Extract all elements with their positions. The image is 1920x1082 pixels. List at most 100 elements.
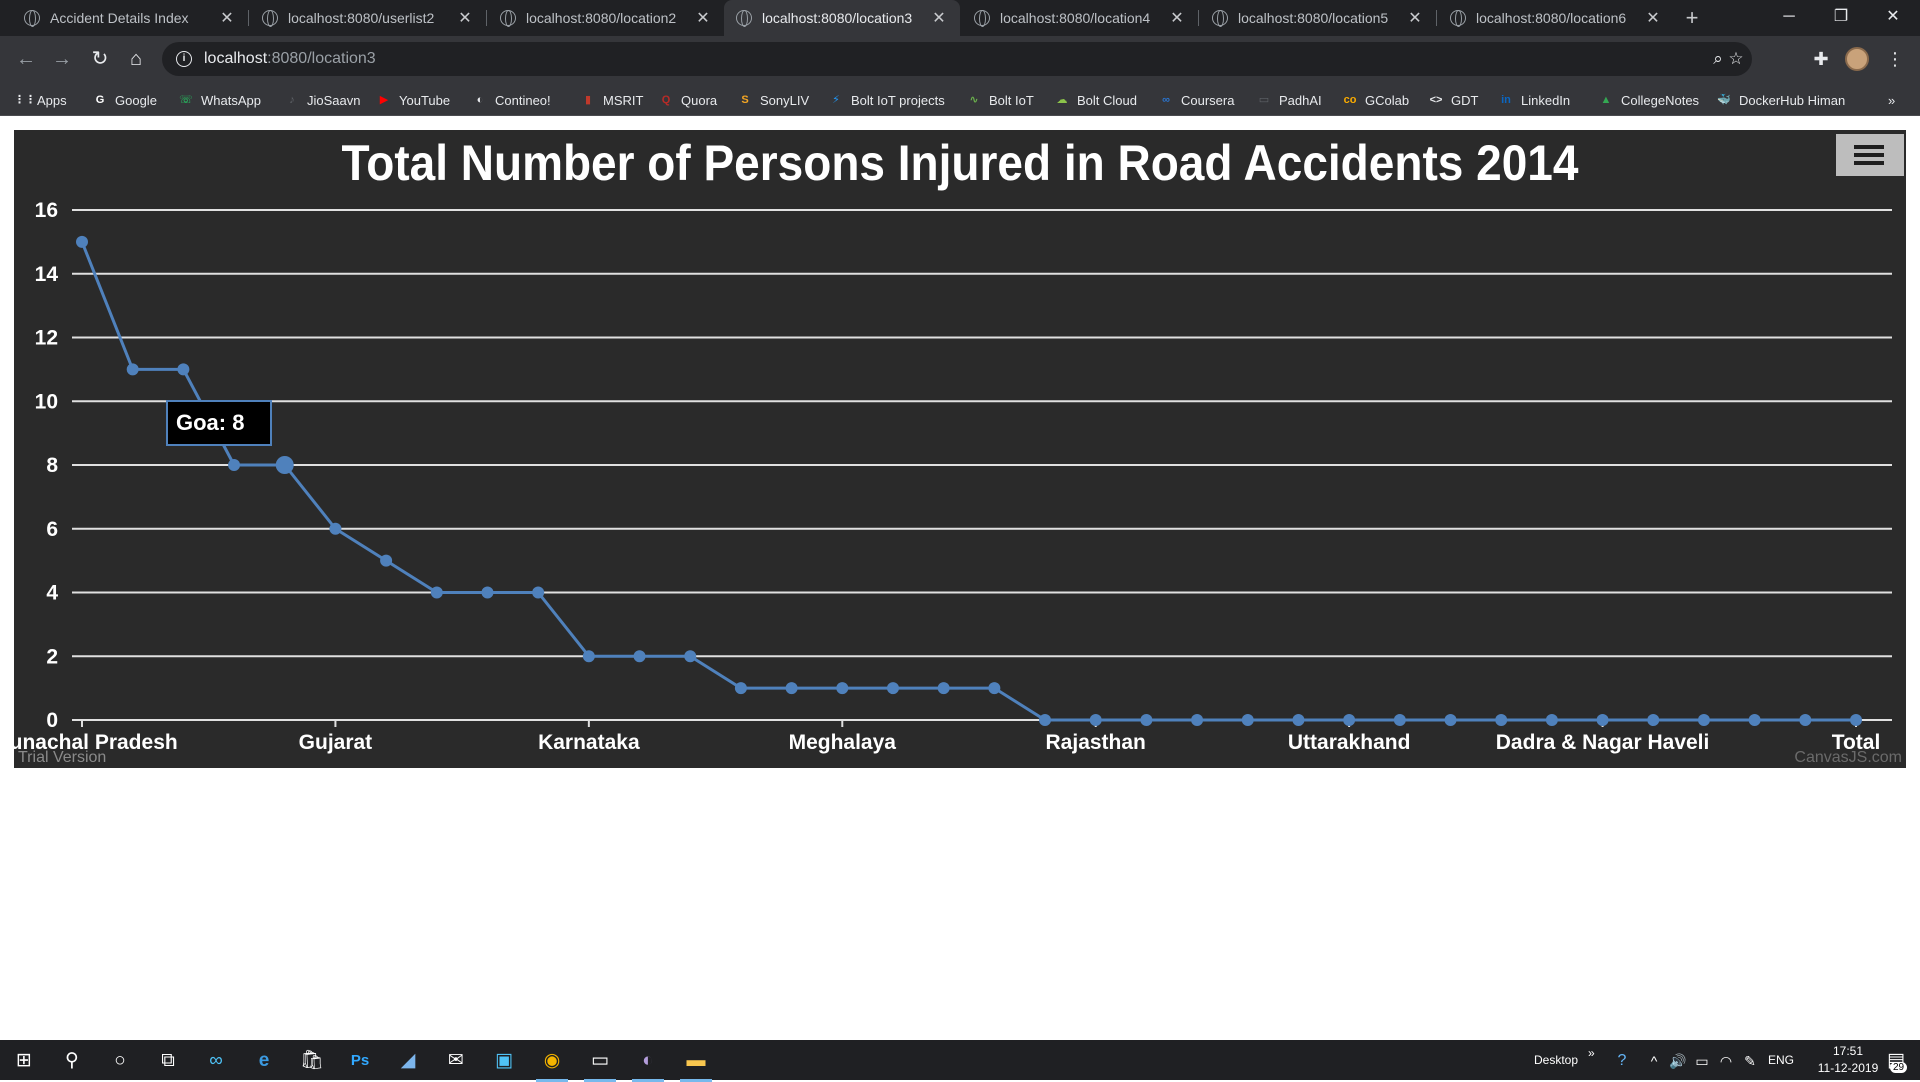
close-window-button[interactable]: ✕ xyxy=(1886,8,1900,25)
more-menu-icon[interactable]: ⋮ xyxy=(1886,49,1904,69)
file-explorer-icon[interactable]: ▬ xyxy=(678,1046,714,1082)
bookmark-gdt[interactable]: <> GDT xyxy=(1428,90,1479,110)
bookmark-label: Bolt IoT xyxy=(989,92,1034,108)
msrit-icon: ▮ xyxy=(584,94,592,106)
volume-icon[interactable]: 🔊 xyxy=(1669,1053,1687,1069)
language-indicator[interactable]: ENG xyxy=(1768,1053,1795,1067)
bookmark-google[interactable]: G Google xyxy=(92,90,157,110)
mail-icon[interactable]: ✉ xyxy=(448,1050,464,1071)
reload-button[interactable]: ↻ xyxy=(91,48,109,70)
bookmark-label: DockerHub Himan xyxy=(1739,92,1846,108)
y-tick-label: 6 xyxy=(46,518,58,541)
bookmark-sonyliv[interactable]: S SonyLIV xyxy=(737,90,809,110)
terminal-icon[interactable]: ▭ xyxy=(582,1046,618,1082)
bookmark-label: Google xyxy=(115,92,157,108)
help-icon[interactable]: ? xyxy=(1617,1052,1627,1069)
tab-location4[interactable]: localhost:8080/location4 ✕ xyxy=(962,0,1198,36)
bookmark-bolt-cloud[interactable]: ☁ Bolt Cloud xyxy=(1054,90,1137,110)
bookmark-bolt-iot[interactable]: ∿ Bolt IoT xyxy=(966,90,1034,110)
chrome-icon[interactable]: ◉ xyxy=(534,1046,570,1082)
bookmarks-overflow-button[interactable]: » xyxy=(1888,92,1896,108)
bookmark-coursera[interactable]: ∞ Coursera xyxy=(1158,90,1234,110)
bookmark-label: CollegeNotes xyxy=(1621,92,1700,108)
clock-date[interactable]: 11-12-2019 xyxy=(1817,1061,1879,1075)
y-tick-label: 14 xyxy=(35,263,59,286)
close-icon[interactable]: ✕ xyxy=(458,10,472,27)
url-path: :8080/location3 xyxy=(267,50,376,67)
bookmark-quora[interactable]: Q Quora xyxy=(658,90,717,110)
bookmark-bolt-iot-projects[interactable]: ⚡ Bolt IoT projects xyxy=(828,90,945,110)
arduino-icon[interactable]: ∞ xyxy=(209,1050,223,1071)
home-button[interactable]: ⌂ xyxy=(129,48,143,70)
bookmark-whatsapp[interactable]: ☏ WhatsApp xyxy=(178,90,261,110)
tab-location6[interactable]: localhost:8080/location6 ✕ xyxy=(1438,0,1674,36)
cortana-icon[interactable]: ○ xyxy=(114,1050,126,1071)
bolt-iot-icon: ∿ xyxy=(969,94,979,106)
new-tab-button[interactable]: + xyxy=(1685,5,1699,30)
forward-button[interactable]: → xyxy=(52,48,72,70)
info-icon[interactable]: i xyxy=(176,51,192,67)
windows-start-icon[interactable]: ⊞ xyxy=(16,1050,32,1071)
youtube-icon: ▶ xyxy=(379,94,389,106)
google-icon: G xyxy=(95,94,105,106)
bookmark-padhai[interactable]: ▭ PadhAI xyxy=(1256,90,1322,110)
edge-icon[interactable]: e xyxy=(258,1050,270,1071)
desktop-toolbar-label[interactable]: Desktop xyxy=(1534,1053,1579,1067)
tab-label: localhost:8080/userlist2 xyxy=(288,10,435,26)
globe-icon xyxy=(500,10,516,27)
globe-icon xyxy=(974,10,990,27)
profile-avatar[interactable] xyxy=(1845,47,1869,71)
close-icon[interactable]: ✕ xyxy=(220,10,234,27)
close-icon[interactable]: ✕ xyxy=(1408,10,1422,27)
x-tick-label: Karnataka xyxy=(538,731,640,754)
store-icon[interactable]: 🛍 xyxy=(299,1050,325,1071)
bookmark-star-icon[interactable]: ☆ xyxy=(1728,49,1744,68)
bookmark-apps[interactable]: ⋮⋮ Apps xyxy=(14,90,67,110)
pen-icon[interactable]: ✎ xyxy=(1744,1053,1756,1069)
windows-taskbar: ⊞ ⚲ ○ ⧉ ∞ e 🛍 Ps ◢ ✉ ▣ ◉ ▭ ◐ ▬ Desktop »… xyxy=(0,1040,1920,1082)
data-point xyxy=(785,682,798,695)
browser-tab-strip: Accident Details Index ✕ localhost:8080/… xyxy=(0,0,1920,36)
data-point xyxy=(1343,714,1356,726)
address-bar[interactable]: i localhost:8080/location3 ⌕ ☆ xyxy=(162,42,1752,76)
tab-userlist2[interactable]: localhost:8080/userlist2 ✕ xyxy=(250,0,486,36)
wifi-icon[interactable]: ◠ xyxy=(1719,1053,1733,1069)
bookmark-msrit[interactable]: ▮ MSRIT xyxy=(580,90,643,110)
bookmark-collegenotes[interactable]: ▲ CollegeNotes xyxy=(1598,90,1700,110)
address-url[interactable]: localhost:8080/location3 xyxy=(204,50,376,68)
battery-icon[interactable]: ▭ xyxy=(1695,1053,1709,1069)
visual-studio-icon[interactable]: ◢ xyxy=(400,1050,416,1071)
bookmark-jiosaavn[interactable]: ♪ JioSaavn xyxy=(284,90,360,110)
tab-location3[interactable]: localhost:8080/location3 ✕ xyxy=(724,0,960,36)
clock-time[interactable]: 17:51 xyxy=(1832,1044,1864,1058)
restore-button[interactable]: ❐ xyxy=(1833,8,1849,25)
zoom-icon[interactable]: ⌕ xyxy=(1713,49,1723,68)
task-view-icon[interactable]: ⧉ xyxy=(161,1050,175,1071)
back-button[interactable]: ← xyxy=(16,48,36,70)
eclipse-icon[interactable]: ◐ xyxy=(630,1046,666,1082)
tab-location5[interactable]: localhost:8080/location5 ✕ xyxy=(1200,0,1436,36)
minimize-button[interactable]: ─ xyxy=(1783,8,1795,25)
y-tick-label: 2 xyxy=(46,645,58,668)
x-tick-label: Uttarakhand xyxy=(1288,731,1411,754)
close-icon[interactable]: ✕ xyxy=(932,10,946,27)
search-icon[interactable]: ⚲ xyxy=(65,1050,79,1071)
bookmark-label: Quora xyxy=(681,92,718,108)
bookmark-gcolab[interactable]: co GColab xyxy=(1342,90,1410,110)
bookmark-dockerhub-himan[interactable]: 🐳 DockerHub Himan xyxy=(1716,90,1845,110)
bookmark-youtube[interactable]: ▶ YouTube xyxy=(376,90,450,110)
close-icon[interactable]: ✕ xyxy=(1646,10,1660,27)
tray-expand-icon[interactable]: ^ xyxy=(1650,1053,1658,1069)
tab-location2[interactable]: localhost:8080/location2 ✕ xyxy=(488,0,724,36)
skype-icon[interactable]: ▣ xyxy=(495,1050,513,1071)
close-icon[interactable]: ✕ xyxy=(696,10,710,27)
toolbar-overflow-icon[interactable]: » xyxy=(1588,1046,1595,1060)
chart-menu-button[interactable] xyxy=(1836,134,1904,176)
jiosaavn-icon: ♪ xyxy=(289,94,295,106)
photoshop-icon[interactable]: Ps xyxy=(350,1052,370,1069)
tab-accident-details-index[interactable]: Accident Details Index ✕ xyxy=(12,0,248,36)
bookmark-linkedin[interactable]: in LinkedIn xyxy=(1498,90,1570,110)
bookmark-contineo[interactable]: ◐ Contineo! xyxy=(472,90,551,110)
close-icon[interactable]: ✕ xyxy=(1170,10,1184,27)
extensions-icon[interactable]: ✚ xyxy=(1813,49,1829,69)
